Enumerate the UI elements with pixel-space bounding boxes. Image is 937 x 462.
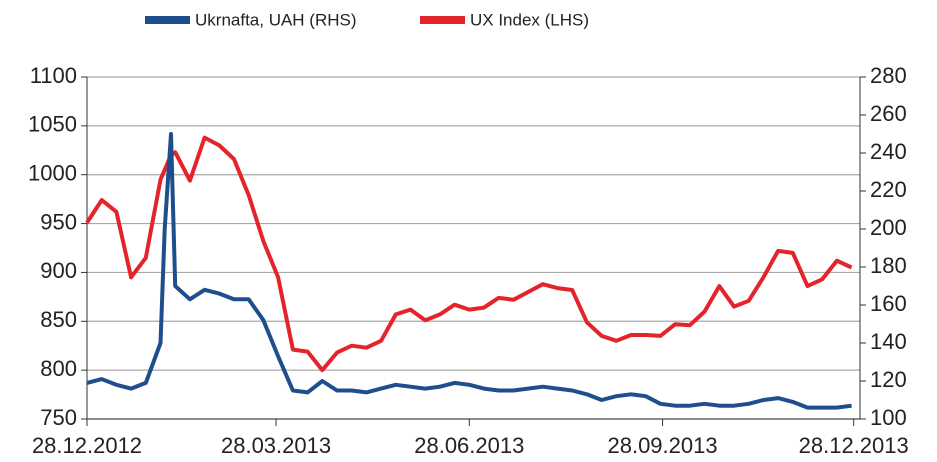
- y2-tick-label: 280: [870, 63, 907, 88]
- y2-tick-label: 240: [870, 139, 907, 164]
- x-tick-label: 28.09.2013: [607, 433, 717, 458]
- series-line: [86, 132, 852, 410]
- y-tick-label: 800: [40, 356, 77, 381]
- y-tick-label: 1050: [28, 112, 77, 137]
- y-tick-label: 1000: [28, 161, 77, 186]
- y2-tick-label: 120: [870, 367, 907, 392]
- x-tick-label: 28.12.2012: [32, 433, 142, 458]
- y-tick-label: 1100: [30, 63, 77, 88]
- y-tick-label: 850: [40, 307, 77, 332]
- series-line: [85, 135, 853, 373]
- y2-tick-label: 260: [870, 101, 907, 126]
- y2-tick-label: 200: [870, 215, 907, 240]
- x-tick-label: 28.06.2013: [414, 433, 524, 458]
- y2-tick-label: 140: [870, 329, 907, 354]
- y-tick-label: 900: [40, 258, 77, 283]
- y2-tick-label: 220: [870, 177, 907, 202]
- y-tick-label: 750: [40, 405, 77, 430]
- y2-tick-label: 160: [870, 291, 907, 316]
- legend-label: UX Index (LHS): [470, 10, 589, 29]
- x-tick-label: 28.03.2013: [221, 433, 331, 458]
- y2-tick-label: 180: [870, 253, 907, 278]
- x-tick-label: 28.12.2013: [799, 433, 909, 458]
- legend-label: Ukrnafta, UAH (RHS): [195, 10, 357, 29]
- y2-tick-label: 100: [870, 405, 907, 430]
- legend-swatch: [420, 16, 465, 24]
- y-tick-label: 950: [40, 209, 77, 234]
- legend-swatch: [145, 16, 190, 24]
